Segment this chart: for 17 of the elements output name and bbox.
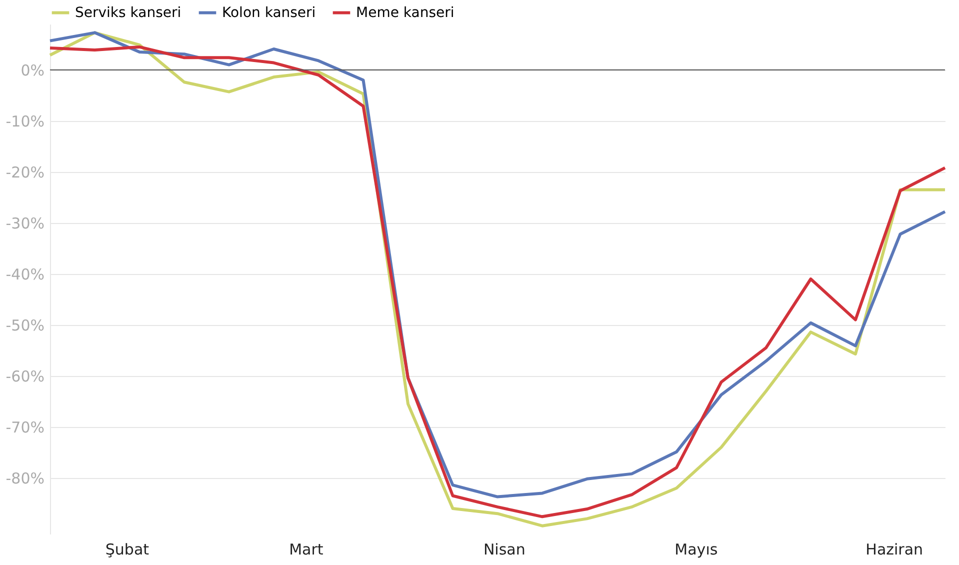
x-tick-label: Haziran xyxy=(866,540,924,558)
y-tick-label: -60% xyxy=(6,367,44,386)
y-tick-label: -40% xyxy=(6,265,44,284)
y-tick-label: -10% xyxy=(6,112,44,130)
x-tick-label: Mart xyxy=(289,540,324,558)
y-tick-label: -20% xyxy=(6,163,44,182)
y-tick-label: -30% xyxy=(6,214,44,232)
legend-label: Meme kanseri xyxy=(356,4,454,21)
y-tick-label: -50% xyxy=(6,316,44,334)
legend-label: Kolon kanseri xyxy=(222,4,316,21)
legend-label: Serviks kanseri xyxy=(75,4,182,21)
x-tick-label: Mayıs xyxy=(674,540,718,558)
x-tick-label: Şubat xyxy=(105,540,150,558)
y-tick-label: 0% xyxy=(20,61,44,80)
y-tick-label: -70% xyxy=(6,418,44,436)
y-tick-label: -80% xyxy=(6,469,44,488)
x-tick-label: Nisan xyxy=(483,540,526,558)
